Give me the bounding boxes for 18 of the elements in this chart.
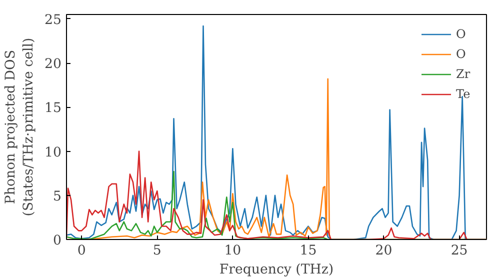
legend-label: Te <box>456 87 472 101</box>
y-tick-label: 25 <box>44 12 62 28</box>
y-tick-label: 5 <box>53 189 62 204</box>
y-tick-label: 0 <box>53 234 62 248</box>
x-axis-title: Frequency (THz) <box>219 262 334 278</box>
y-tick-label: 10 <box>44 145 62 160</box>
x-tick-label: 5 <box>152 244 162 258</box>
y-tick-label: 15 <box>44 101 62 116</box>
legend-label: Zr <box>456 67 472 81</box>
legend-label: O <box>456 27 467 41</box>
x-tick-label: 25 <box>450 244 468 258</box>
legend-label: O <box>456 47 467 61</box>
y-tick-label: 20 <box>44 57 62 72</box>
x-tick-label: 0 <box>77 244 86 258</box>
x-tick-label: 10 <box>224 244 242 258</box>
x-tick-label: 20 <box>375 244 392 258</box>
x-tick-label: 15 <box>300 244 317 258</box>
y-axis-title: Phonon projected DOS (States/THz·primitive cell) <box>4 38 37 216</box>
